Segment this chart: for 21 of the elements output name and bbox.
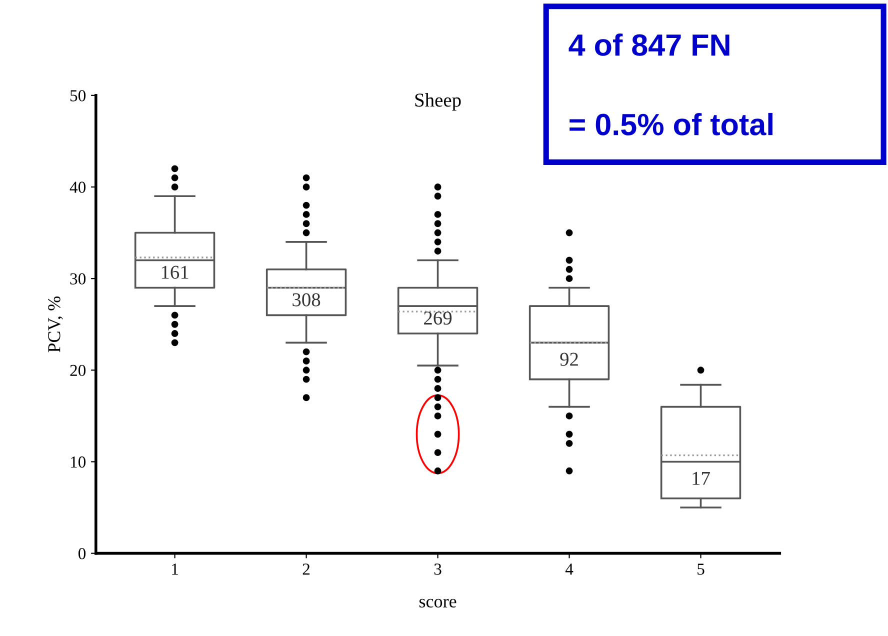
- annotation: 17: [692, 472, 710, 485]
- x-axis-title: score: [419, 598, 456, 608]
- annotation: 308: [292, 293, 320, 306]
- annotation: 92: [560, 352, 578, 366]
- x-tick-label: 3: [434, 564, 442, 575]
- y-axis-title: PCV, %: [48, 296, 63, 352]
- x-tick-label: 5: [698, 564, 704, 575]
- text: 4 of 847 FN: [568, 33, 730, 56]
- y-tick-label: 30: [70, 273, 86, 285]
- y-tick-label: 0: [78, 548, 86, 560]
- y-tick-label: 10: [70, 456, 86, 468]
- x-tick-label: 2: [302, 564, 310, 575]
- annotation: 161: [162, 266, 188, 279]
- annotation: = 0.5% of total: [570, 112, 772, 136]
- annotation: 269: [424, 312, 452, 325]
- y-tick-label: 40: [70, 182, 86, 193]
- x-tick-label: 1: [172, 564, 178, 575]
- y-tick-label: 20: [70, 364, 86, 376]
- chart-title: Sheep: [415, 93, 461, 111]
- x-tick-label: 4: [565, 564, 574, 575]
- y-tick-label: 50: [70, 90, 86, 102]
